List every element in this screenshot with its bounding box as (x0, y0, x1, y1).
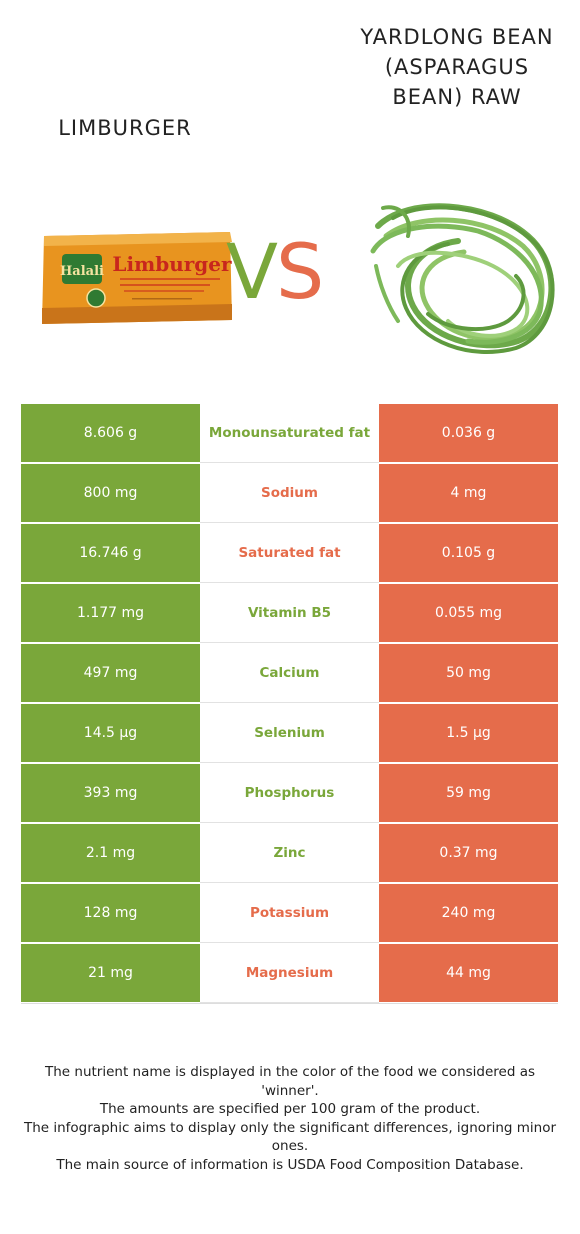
right-value: 44 mg (379, 944, 558, 1003)
left-food-title: LIMBURGER (58, 116, 192, 140)
table-row: 14.5 µg Selenium 1.5 µg (21, 704, 558, 764)
table-row: 497 mg Calcium 50 mg (21, 644, 558, 704)
nutrient-name: Phosphorus (200, 764, 379, 823)
footer-note-differences: The infographic aims to display only the… (23, 1119, 557, 1155)
yardlong-beans-image (370, 203, 555, 354)
left-value: 1.177 mg (21, 584, 200, 643)
right-value: 0.055 mg (379, 584, 558, 643)
right-value: 0.105 g (379, 524, 558, 583)
right-food-title: YARDLONG BEAN (ASPARAGUS BEAN) RAW (360, 25, 554, 109)
cheese-product-text: Limburger (112, 252, 232, 276)
footer-notes: The nutrient name is displayed in the co… (20, 1063, 560, 1174)
table-row: 128 mg Potassium 240 mg (21, 884, 558, 944)
right-value: 4 mg (379, 464, 558, 523)
left-value: 393 mg (21, 764, 200, 823)
left-value: 8.606 g (21, 404, 200, 463)
table-row: 2.1 mg Zinc 0.37 mg (21, 824, 558, 884)
nutrient-name: Monounsaturated fat (200, 404, 379, 463)
table-row: 21 mg Magnesium 44 mg (21, 944, 558, 1004)
nutrient-name: Vitamin B5 (200, 584, 379, 643)
limburger-cheese-image: Halali Limburger (42, 232, 232, 324)
left-value: 800 mg (21, 464, 200, 523)
right-value: 0.036 g (379, 404, 558, 463)
left-value: 497 mg (21, 644, 200, 703)
right-value: 50 mg (379, 644, 558, 703)
nutrient-comparison-table: 8.606 g Monounsaturated fat 0.036 g 800 mg S… (21, 404, 558, 1004)
vs-s: S (276, 227, 324, 316)
nutrient-name: Sodium (200, 464, 379, 523)
left-value: 21 mg (21, 944, 200, 1003)
table-row: 1.177 mg Vitamin B5 0.055 mg (21, 584, 558, 644)
nutrient-name: Magnesium (200, 944, 379, 1003)
right-value: 0.37 mg (379, 824, 558, 883)
right-value: 240 mg (379, 884, 558, 943)
nutrient-name: Saturated fat (200, 524, 379, 583)
table-row: 800 mg Sodium 4 mg (21, 464, 558, 524)
cheese-brand-text: Halali (60, 264, 104, 279)
right-value: 1.5 µg (379, 704, 558, 763)
table-row: 8.606 g Monounsaturated fat 0.036 g (21, 404, 558, 464)
table-row: 393 mg Phosphorus 59 mg (21, 764, 558, 824)
table-row: 16.746 g Saturated fat 0.105 g (21, 524, 558, 584)
nutrient-name: Selenium (200, 704, 379, 763)
footer-note-winner: The nutrient name is displayed in the co… (44, 1064, 536, 1099)
nutrient-name: Zinc (200, 824, 379, 883)
vs-v: V (226, 227, 278, 316)
left-value: 128 mg (21, 884, 200, 943)
vs-label: VS (226, 222, 352, 322)
footer-note-amounts: The amounts are specified per 100 gram o… (99, 1101, 481, 1117)
left-value: 2.1 mg (21, 824, 200, 883)
left-value: 14.5 µg (21, 704, 200, 763)
footer-note-source: The main source of information is USDA F… (56, 1156, 524, 1173)
left-value: 16.746 g (21, 524, 200, 583)
right-value: 59 mg (379, 764, 558, 823)
nutrient-name: Calcium (200, 644, 379, 703)
nutrient-name: Potassium (200, 884, 379, 943)
